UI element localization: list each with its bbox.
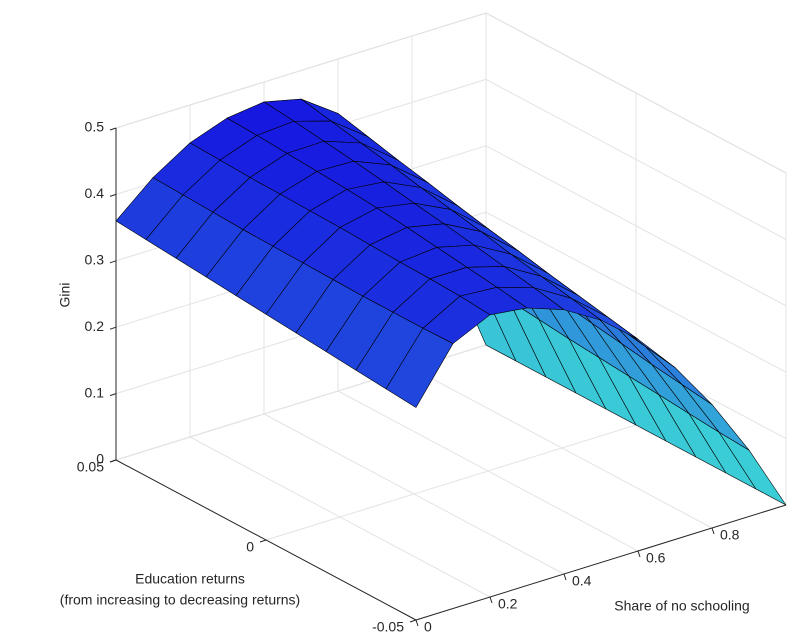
- x-tick-label: 0: [424, 619, 432, 633]
- x-axis-label: Share of no schooling: [614, 598, 749, 614]
- surface-patch: [385, 327, 454, 408]
- z-tick-label: 0.3: [85, 252, 105, 268]
- surface-layer: [115, 98, 787, 506]
- grid-line: [485, 78, 787, 240]
- z-tick-label: 0: [96, 451, 104, 467]
- grid-line: [115, 12, 487, 129]
- y-tick: [409, 619, 417, 623]
- x-tick: [637, 550, 641, 558]
- z-tick: [109, 393, 117, 397]
- y-axis-label: (from increasing to decreasing returns): [60, 592, 300, 608]
- z-tick-label: 0.4: [85, 185, 105, 201]
- grid-line: [485, 211, 787, 373]
- z-tick: [109, 193, 117, 197]
- x-tick: [415, 619, 419, 627]
- x-tick: [563, 573, 567, 581]
- grid-line: [485, 145, 787, 307]
- grid-line: [485, 12, 787, 174]
- z-tick-label: 0.5: [85, 119, 105, 135]
- y-tick-label: 0.05: [77, 459, 104, 475]
- z-tick: [109, 260, 117, 264]
- z-tick-label: 0.1: [85, 384, 105, 400]
- z-tick-label: 0.2: [85, 318, 105, 334]
- x-tick-label: 0.6: [646, 550, 666, 566]
- x-tick-label: 0.4: [572, 573, 592, 589]
- grid-line: [265, 424, 637, 541]
- z-axis-label: Gini: [57, 283, 73, 308]
- x-tick: [489, 596, 493, 604]
- z-tick: [109, 326, 117, 330]
- y-tick: [109, 459, 117, 463]
- y-axis-label: Education returns: [135, 571, 245, 587]
- x-tick: [711, 527, 715, 535]
- z-tick: [109, 127, 117, 131]
- x-tick-label: 0.2: [498, 596, 518, 612]
- y-tick-label: 0: [246, 539, 254, 555]
- x-axis: [415, 504, 787, 621]
- x-tick-label: 0.8: [720, 527, 740, 543]
- y-tick: [259, 539, 267, 543]
- y-tick-label: -0.05: [372, 619, 404, 633]
